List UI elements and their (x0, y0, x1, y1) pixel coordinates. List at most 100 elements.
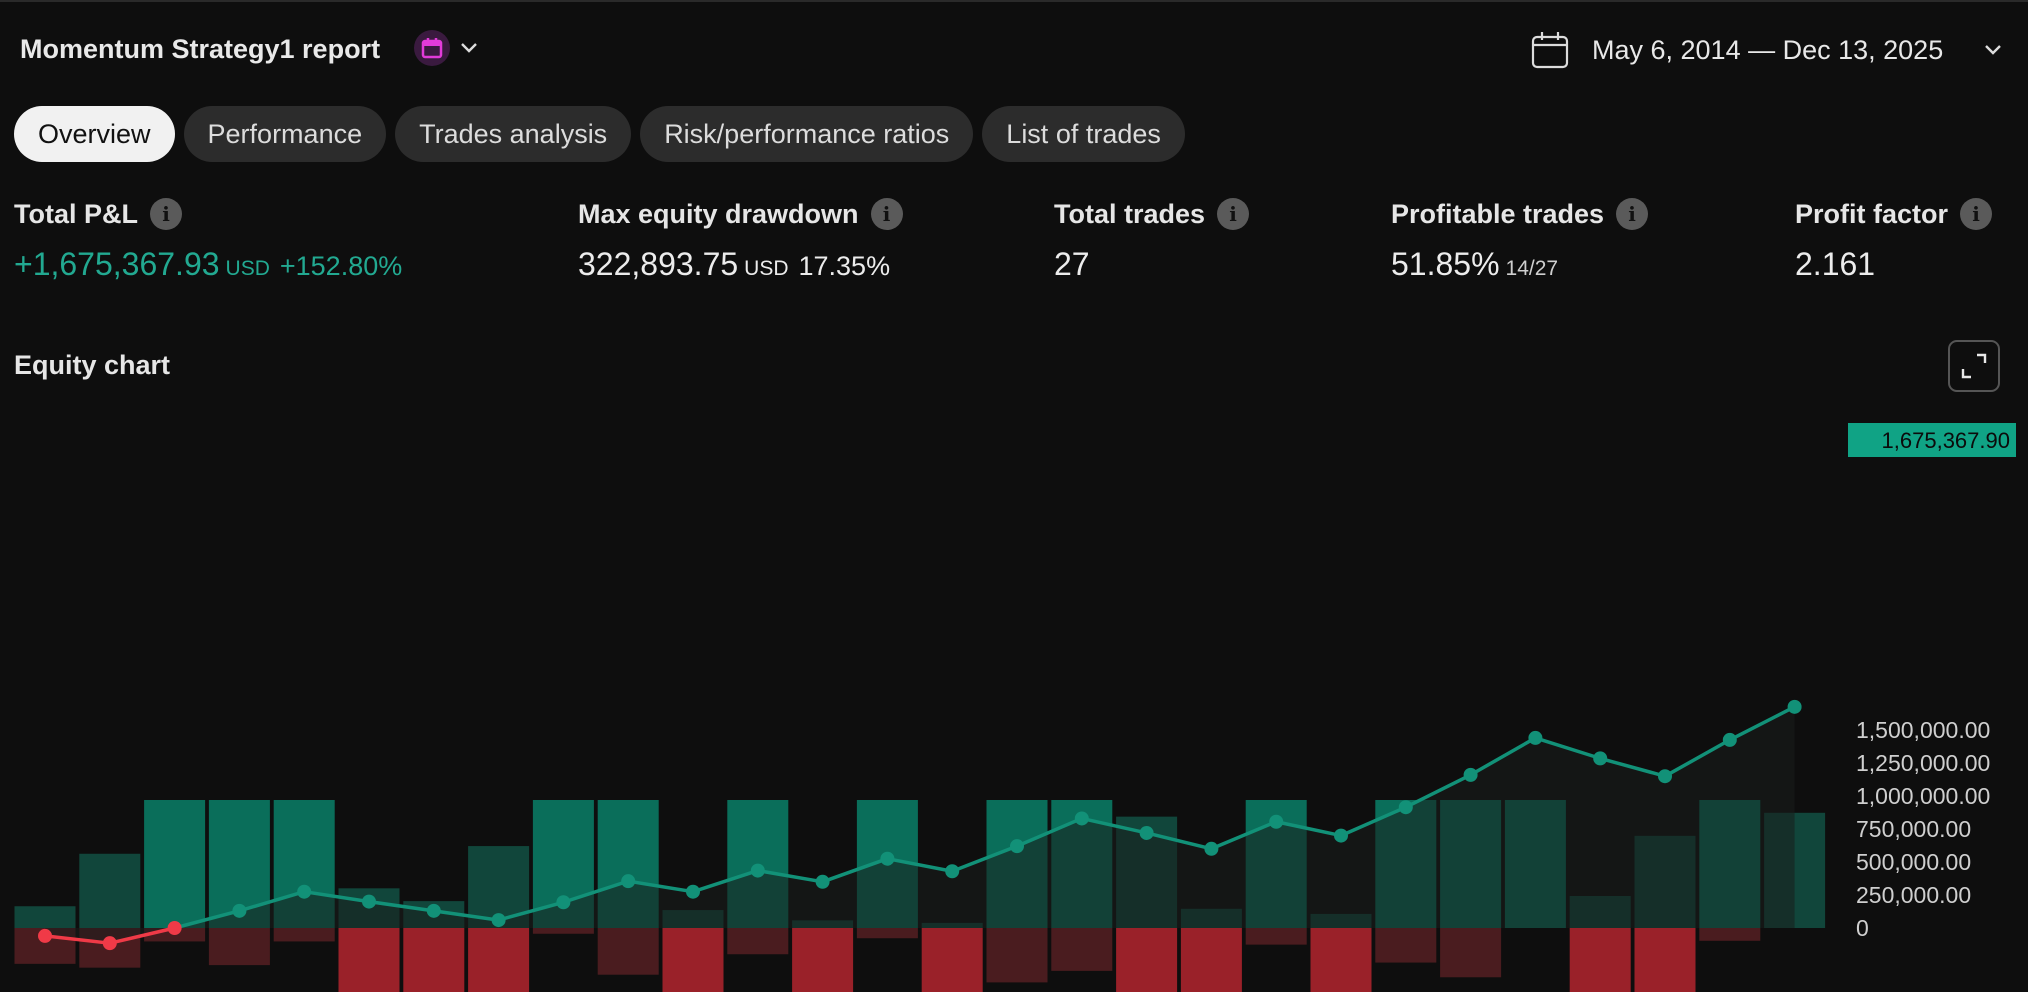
loss-bar (208, 928, 270, 966)
equity-point (1722, 732, 1737, 747)
equity-point (102, 936, 117, 951)
equity-point (1658, 769, 1672, 784)
equity-segment (1016, 816, 1083, 848)
equity-point (686, 884, 700, 899)
equity-segment (498, 900, 564, 922)
profit-bar (14, 906, 76, 928)
loss-bar (1699, 928, 1761, 941)
equity-segment (1729, 705, 1796, 742)
equity-segment (1534, 736, 1601, 761)
metric-percent: +152.80% (279, 251, 403, 281)
tab-performance[interactable]: Performance (183, 106, 387, 162)
equity-point (491, 913, 506, 928)
info-icon[interactable]: i (150, 198, 182, 230)
info-icon[interactable]: i (1217, 198, 1250, 230)
y-tick-label: 1,000,000.00 (1856, 783, 1990, 809)
metric-unit: USD (744, 257, 789, 280)
loss-bar (532, 928, 594, 934)
calendar-outline-icon[interactable] (1530, 30, 1570, 70)
equity-point (297, 884, 312, 899)
equity-segment (1599, 756, 1666, 778)
equity-chart: 1,500,000.00 1,250,000.00 1,000,000.00 750,… (14, 423, 2016, 992)
metric-label: Profitable trades (1391, 198, 1605, 229)
metric-label: Profit factor (1795, 198, 1949, 229)
equity-segment (1405, 773, 1472, 809)
metric-total-trades: Total trades i 27 (1054, 198, 1250, 283)
equity-point (232, 903, 247, 918)
date-chevron-down-icon[interactable] (1982, 38, 2004, 60)
equity-point (1787, 699, 1802, 714)
loss-bar (986, 928, 1048, 983)
loss-bar (856, 928, 918, 939)
equity-point (1074, 811, 1089, 826)
y-tick-label: 250,000.00 (1856, 882, 1971, 908)
metric-label: Total P&L (14, 198, 138, 229)
equity-point (1269, 814, 1284, 829)
last-value-bg (1848, 423, 2016, 457)
equity-point (1528, 730, 1543, 745)
equity-segment (174, 909, 240, 930)
metric-label: Total trades (1054, 198, 1206, 229)
equity-points (38, 699, 1802, 951)
equity-point (621, 874, 636, 889)
equity-segment (1210, 820, 1277, 851)
equity-segment (1081, 816, 1147, 835)
equity-point (1334, 828, 1348, 843)
equity-segment (1340, 805, 1407, 838)
expand-icon (1961, 353, 1987, 379)
loss-bar (597, 928, 659, 975)
equity-segment (757, 868, 823, 884)
equity-segment (44, 934, 110, 945)
equity-point (362, 894, 376, 909)
metric-value: 2.161 (1795, 246, 1876, 282)
report-title: Momentum Strategy1 report (20, 34, 381, 64)
loss-bar (273, 928, 335, 942)
info-icon[interactable]: i (870, 198, 903, 230)
equity-segment (1146, 831, 1212, 851)
equity-point (1593, 751, 1608, 766)
report-header: Momentum Strategy1 report May 6, 2014 — … (0, 22, 2028, 78)
equity-segment (109, 926, 175, 945)
equity-point (38, 928, 52, 943)
equity-segment (822, 857, 888, 884)
equity-lines (44, 705, 1796, 945)
equity-segment (433, 909, 499, 922)
metric-max-drawdown: Max equity drawdown i 322,893.75 USD 17.35… (578, 198, 903, 283)
chevron-down-icon[interactable] (458, 36, 480, 58)
date-range[interactable]: May 6, 2014 — Dec 13, 2025 (1592, 35, 1944, 65)
metric-unit: USD (225, 257, 270, 280)
tab-list-of-trades[interactable]: List of trades (982, 106, 1185, 162)
info-icon[interactable]: i (1616, 198, 1649, 230)
metric-value: 27 (1054, 246, 1090, 282)
metric-profit-factor: Profit factor i 2.161 (1795, 198, 1993, 283)
loss-bar (1440, 928, 1502, 978)
equity-point (426, 903, 441, 918)
metric-label: Max equity drawdown (578, 198, 859, 229)
tab-overview[interactable]: Overview (14, 106, 175, 162)
equity-segment (627, 879, 694, 894)
loss-bar (403, 928, 465, 992)
loss-bar (468, 928, 530, 992)
equity-segment (692, 868, 759, 894)
equity-point (880, 851, 895, 866)
loss-bar (1180, 928, 1242, 992)
info-icon[interactable]: i (1960, 198, 1993, 230)
tab-risk-performance-ratios[interactable]: Risk/performance ratios (640, 106, 974, 162)
equity-segment (887, 856, 953, 873)
equity-segment (238, 890, 305, 913)
profit-bar (144, 800, 206, 928)
equity-point (1398, 800, 1413, 815)
equity-point (1204, 841, 1219, 856)
loss-bar (1051, 928, 1113, 971)
calendar-icon[interactable] (414, 30, 450, 66)
equity-point (556, 895, 571, 910)
equity-segment (303, 889, 370, 904)
equity-segment (951, 844, 1018, 873)
expand-button[interactable] (1948, 340, 2000, 392)
equity-point (1010, 839, 1024, 854)
tab-trades-analysis[interactable]: Trades analysis (395, 106, 632, 162)
loss-bar (1116, 928, 1178, 992)
y-tick-label: 0 (1856, 915, 1869, 941)
loss-bar (662, 928, 724, 992)
y-tick-label: 750,000.00 (1856, 816, 1971, 842)
